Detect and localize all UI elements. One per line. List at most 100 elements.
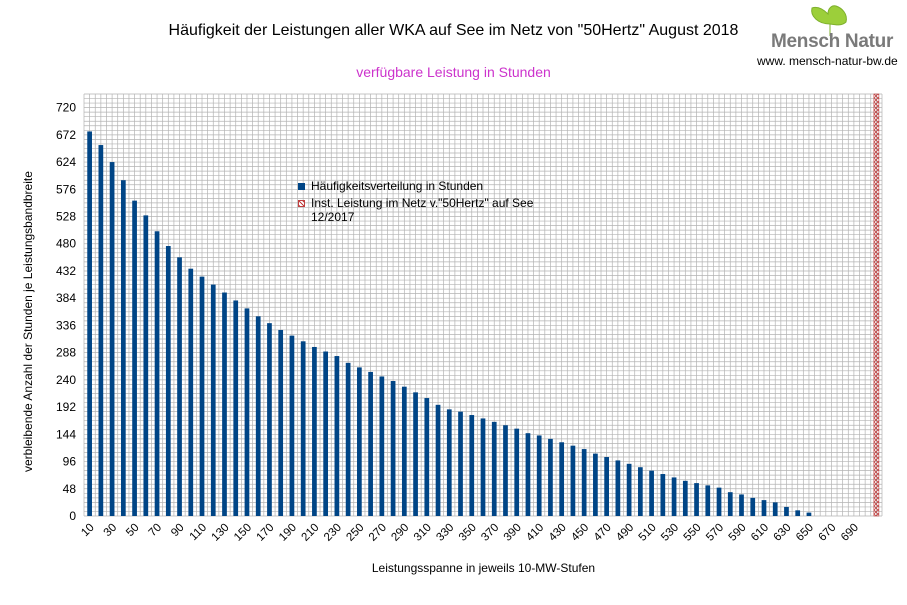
bar-180 — [278, 329, 284, 516]
bar-520 — [660, 474, 666, 516]
y-tick-label: 528 — [56, 210, 76, 224]
bar-290 — [401, 386, 407, 516]
x-tick-label: 590 — [727, 522, 749, 544]
bar-600 — [750, 497, 756, 516]
bar-460 — [593, 453, 598, 516]
bar-90 — [177, 257, 182, 516]
bar-140 — [233, 300, 239, 516]
bar-510 — [649, 470, 654, 516]
bar-110 — [199, 276, 205, 516]
x-tick-label: 110 — [188, 522, 209, 543]
bar-550 — [694, 483, 699, 516]
chart-grid — [83, 93, 883, 517]
bar-610 — [761, 500, 767, 516]
x-tick-label: 550 — [682, 522, 704, 544]
bar-470 — [604, 457, 609, 516]
y-axis-label: verbleibende Anzahl der Stunden je Leist… — [21, 171, 35, 472]
bar-260 — [368, 371, 373, 516]
bar-570 — [716, 487, 722, 516]
bar-50 — [132, 200, 137, 517]
bar-590 — [739, 494, 744, 516]
x-tick-label: 410 — [524, 522, 546, 544]
y-tick-label: 480 — [56, 237, 76, 251]
x-tick-label: 510 — [637, 522, 659, 544]
bar-480 — [615, 460, 621, 516]
bar-280 — [390, 381, 396, 516]
x-tick-label: 270 — [367, 522, 389, 544]
x-tick-label: 50 — [124, 522, 142, 540]
chart-title: Häufigkeit der Leistungen aller WKA auf … — [168, 22, 739, 39]
bar-380 — [503, 425, 508, 516]
x-tick-label: 630 — [772, 522, 794, 544]
x-tick-label: 70 — [147, 522, 165, 540]
x-tick-label: 10 — [79, 522, 97, 540]
installed-capacity-marker — [873, 93, 880, 517]
bar-10 — [87, 131, 92, 516]
x-tick-label: 470 — [592, 522, 614, 544]
bar-360 — [480, 418, 486, 516]
x-tick-label: 170 — [255, 522, 277, 544]
legend-item-frequency: Häufigkeitsverteilung in Stunden — [298, 179, 568, 193]
bar-70 — [154, 231, 160, 517]
bar-530 — [671, 477, 677, 516]
x-tick-label: 610 — [749, 522, 771, 544]
bar-series — [87, 131, 812, 517]
bar-240 — [345, 362, 351, 516]
legend: Häufigkeitsverteilung in Stunden Inst. L… — [298, 179, 568, 227]
bar-40 — [120, 180, 126, 516]
y-tick-label: 192 — [56, 400, 76, 414]
x-tick-label: 190 — [277, 522, 299, 544]
y-tick-label: 720 — [56, 101, 76, 115]
bar-100 — [188, 268, 194, 516]
legend-swatch-hatch — [298, 200, 305, 207]
bar-130 — [222, 292, 227, 516]
bar-430 — [559, 442, 565, 516]
x-tick-label: 290 — [389, 522, 411, 544]
x-tick-label: 430 — [547, 522, 569, 544]
legend-label-installed: Inst. Leistung im Netz v."50Hertz" auf S… — [311, 196, 534, 224]
legend-swatch-bar — [298, 183, 305, 190]
bar-170 — [267, 323, 272, 516]
x-tick-label: 350 — [457, 522, 479, 544]
x-tick-label: 670 — [816, 522, 838, 544]
bar-60 — [143, 215, 149, 516]
bar-200 — [300, 341, 306, 516]
bar-350 — [469, 415, 475, 516]
bar-450 — [581, 449, 587, 516]
y-axis-ticks: 0 48 96 144 192 240 288 336 384 432 480 528 576 624 67… — [56, 101, 76, 523]
bar-320 — [435, 404, 441, 516]
bar-630 — [784, 506, 789, 516]
bar-220 — [323, 351, 329, 516]
chart-subtitle: verfügbare Leistung in Stunden — [356, 64, 551, 80]
y-tick-label: 240 — [56, 373, 76, 387]
bar-330 — [446, 409, 452, 516]
y-tick-label: 144 — [56, 427, 76, 441]
bar-120 — [210, 284, 216, 516]
x-tick-label: 150 — [232, 522, 254, 544]
legend-item-installed: Inst. Leistung im Netz v."50Hertz" auf S… — [298, 196, 568, 224]
bar-340 — [458, 411, 463, 516]
ginkgo-leaf-logo-icon — [811, 5, 847, 36]
bar-230 — [334, 356, 340, 516]
bar-270 — [379, 376, 385, 516]
bar-440 — [570, 445, 576, 516]
bar-640 — [795, 510, 801, 516]
bar-300 — [413, 392, 418, 516]
y-tick-label: 432 — [56, 264, 76, 278]
bar-420 — [548, 438, 553, 516]
y-tick-label: 672 — [56, 128, 76, 142]
x-tick-label: 130 — [210, 522, 232, 544]
x-tick-label: 690 — [839, 522, 861, 544]
x-tick-label: 210 — [299, 522, 321, 544]
y-tick-label: 288 — [56, 346, 76, 360]
y-tick-label: 336 — [56, 318, 76, 332]
x-tick-label: 530 — [659, 522, 681, 544]
bar-560 — [705, 485, 711, 516]
y-tick-label: 384 — [56, 291, 76, 305]
bar-580 — [727, 492, 733, 516]
x-tick-label: 390 — [502, 522, 524, 544]
bar-250 — [357, 367, 362, 516]
bar-150 — [244, 308, 250, 516]
bar-390 — [514, 428, 520, 516]
x-axis-label: Leistungsspanne in jeweils 10-MW-Stufen — [371, 561, 596, 575]
